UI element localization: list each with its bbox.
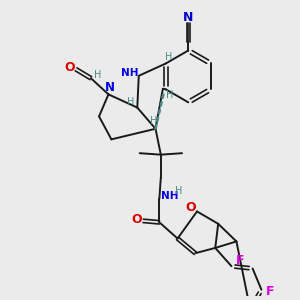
Text: N: N — [183, 11, 194, 24]
Text: NH: NH — [161, 191, 178, 201]
Text: O: O — [131, 213, 142, 226]
Text: O: O — [185, 200, 196, 214]
Text: H: H — [127, 97, 134, 107]
Text: F: F — [236, 254, 244, 267]
Text: NH: NH — [121, 68, 139, 79]
Text: N: N — [105, 81, 115, 94]
Text: H: H — [94, 70, 101, 80]
Text: H: H — [166, 90, 173, 100]
Text: F: F — [266, 285, 275, 298]
Text: H: H — [165, 52, 172, 62]
Text: H: H — [175, 186, 182, 196]
Text: H: H — [150, 116, 158, 126]
Text: O: O — [64, 61, 75, 74]
